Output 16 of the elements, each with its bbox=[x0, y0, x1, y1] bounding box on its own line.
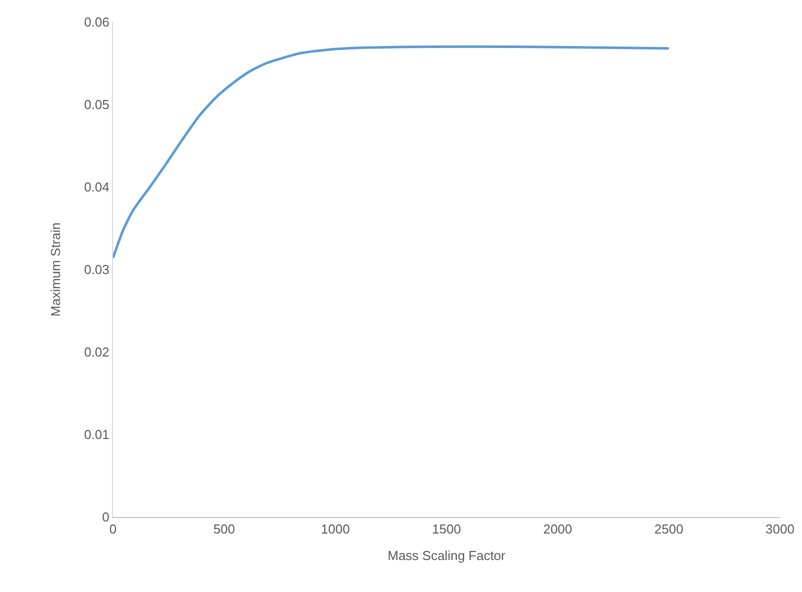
x-tick-label: 2500 bbox=[654, 522, 684, 537]
x-tick-label: 500 bbox=[213, 522, 236, 537]
y-tick-label: 0.02 bbox=[84, 344, 110, 360]
line-series bbox=[113, 45, 670, 260]
y-tick-label: 0 bbox=[102, 510, 110, 525]
x-tick-label: 2000 bbox=[543, 522, 572, 537]
x-tick-label: 3000 bbox=[766, 522, 794, 537]
y-tick-label: 0.06 bbox=[84, 14, 110, 30]
y-tick-label: 0.05 bbox=[84, 97, 110, 112]
y-tick-label: 0.04 bbox=[84, 180, 110, 195]
x-axis-title: Mass Scaling Factor bbox=[388, 548, 506, 564]
x-tick-label: 1500 bbox=[432, 522, 461, 537]
y-tick-label: 0.01 bbox=[84, 427, 110, 442]
y-tick-label: 0.03 bbox=[84, 262, 110, 278]
y-axis-title: Maximum Strain bbox=[48, 222, 64, 316]
x-tick-label: 1000 bbox=[320, 522, 350, 537]
